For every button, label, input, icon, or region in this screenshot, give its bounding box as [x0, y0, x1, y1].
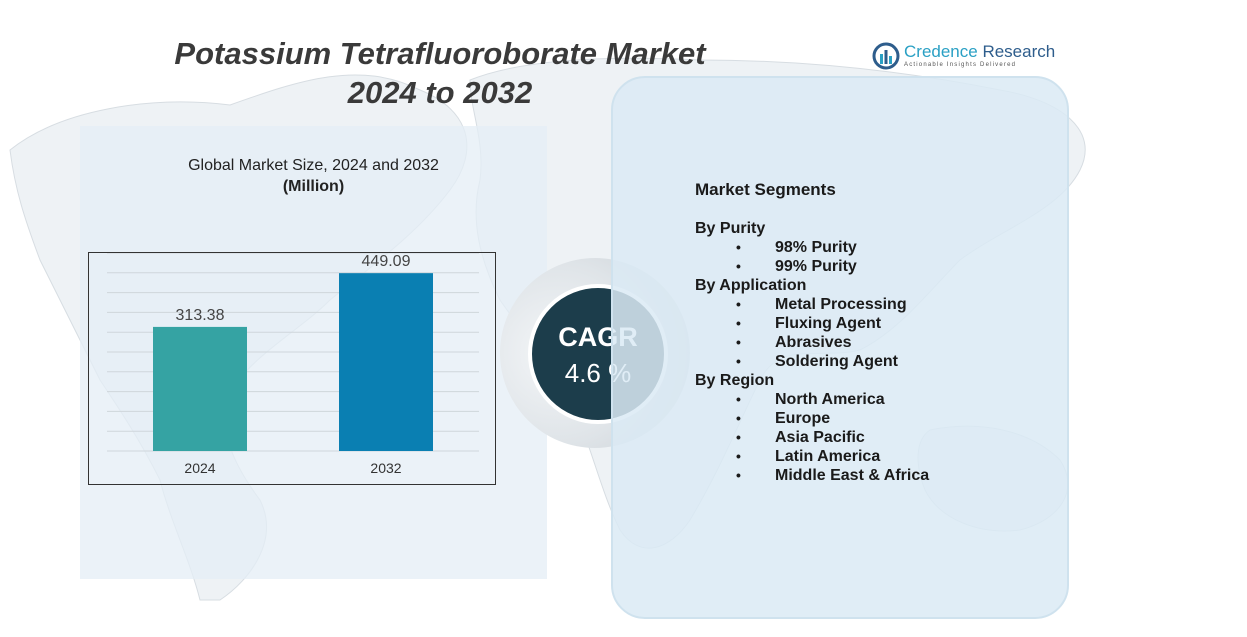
chart-heading: Global Market Size, 2024 and 2032: [188, 157, 439, 174]
segment-item-label: Latin America: [775, 448, 881, 465]
segment-item-label: North America: [775, 391, 885, 408]
segment-group-title: By Region: [695, 372, 775, 389]
segment-item-label: Metal Processing: [775, 296, 907, 313]
segment-item-label: Middle East & Africa: [775, 467, 930, 484]
segment-item: • 99% Purity: [695, 257, 1055, 276]
segment-item: • Latin America: [695, 447, 1055, 466]
data-label: 449.09: [362, 253, 411, 270]
chart-unit: (Million): [282, 178, 345, 195]
segment-item: • Abrasives: [695, 333, 1055, 352]
bullet-icon: •: [736, 334, 741, 350]
chart-title-line1: Potassium Tetrafluoroborate Market: [174, 36, 706, 71]
segment-item: • Soldering Agent: [695, 352, 1055, 371]
segment-item: • Metal Processing: [695, 295, 1055, 314]
credence-research-logo: Credence Research Actionable Insights De…: [872, 40, 1062, 72]
segment-item-label: Fluxing Agent: [775, 315, 882, 332]
logo-tagline: Actionable Insights Delivered: [904, 62, 1017, 68]
x-tick-label: 2032: [370, 460, 401, 476]
bar-2024: [153, 326, 247, 451]
segment-group-title: By Application: [695, 277, 807, 294]
bullet-icon: •: [736, 467, 741, 483]
bullet-icon: •: [736, 391, 741, 407]
segment-item-label: Asia Pacific: [775, 429, 865, 446]
chart-title: Potassium Tetrafluoroborate Market 2024 …: [150, 34, 730, 112]
segment-item: • Europe: [695, 409, 1055, 428]
x-tick-label: 2024: [184, 460, 215, 476]
bullet-icon: •: [736, 315, 741, 331]
segment-item-label: 98% Purity: [775, 239, 857, 256]
segment-item-label: Europe: [775, 410, 831, 427]
bar-2032: [339, 273, 433, 451]
bullet-icon: •: [736, 429, 741, 445]
segment-item: • Asia Pacific: [695, 428, 1055, 447]
bullet-icon: •: [736, 239, 741, 255]
segment-item-label: Soldering Agent: [775, 353, 898, 370]
segment-item: • North America: [695, 390, 1055, 409]
bullet-icon: •: [736, 296, 741, 312]
segment-item: • 98% Purity: [695, 238, 1055, 257]
market-segments-list: Market Segments By Purity • 98% Purity • 99%…: [695, 178, 1055, 485]
segments-title: Market Segments: [695, 180, 836, 199]
bullet-icon: •: [736, 448, 741, 464]
segment-item-label: Abrasives: [775, 334, 852, 351]
segment-item: • Middle East & Africa: [695, 466, 1055, 485]
bullet-icon: •: [736, 353, 741, 369]
data-label: 313.38: [176, 307, 225, 324]
segments-panel: [611, 76, 1069, 619]
chart-title-line2: 2024 to 2032: [347, 75, 533, 110]
logo-name: Credence Research: [904, 42, 1056, 61]
bar-chart-svg: 313.38 2024 449.09 2032: [107, 253, 479, 476]
segment-item-label: 99% Purity: [775, 258, 857, 275]
segment-group-title: By Purity: [695, 220, 766, 237]
bullet-icon: •: [736, 258, 741, 274]
bar-chart: 313.38 2024 449.09 2032: [88, 252, 496, 485]
bullet-icon: •: [736, 410, 741, 426]
credence-logo-icon: [872, 42, 900, 70]
segment-item: • Fluxing Agent: [695, 314, 1055, 333]
